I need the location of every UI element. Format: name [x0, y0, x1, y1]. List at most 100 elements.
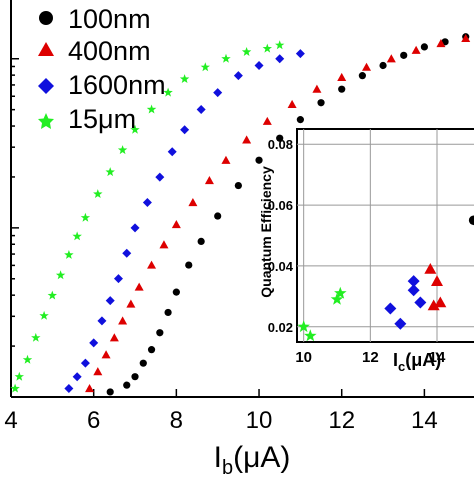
main-point — [255, 156, 263, 164]
main-point — [72, 372, 82, 382]
main-point — [93, 367, 103, 376]
main-point — [275, 40, 285, 50]
inset-point — [431, 275, 443, 286]
main-x-tick-label: 4 — [4, 407, 17, 434]
inset-point — [330, 292, 344, 305]
main-point — [106, 388, 114, 396]
main-point — [234, 181, 242, 190]
main-point — [80, 358, 90, 368]
inset-point — [414, 296, 427, 309]
inset-point — [424, 262, 437, 274]
main-point — [109, 333, 119, 342]
main-x-ticks: 4 6 8 10 12 14 — [4, 389, 438, 434]
main-point — [147, 346, 156, 354]
main-point — [188, 198, 198, 207]
main-point — [167, 147, 177, 157]
legend-marker-100nm — [39, 11, 53, 25]
main-x-axis-label: Ib(μA) — [214, 441, 291, 474]
main-x-tick-label: 8 — [170, 407, 183, 434]
inset-point — [434, 296, 447, 308]
main-point — [85, 384, 95, 393]
inset-data-points — [297, 215, 474, 342]
main-data-points — [10, 33, 471, 396]
main-point — [164, 308, 172, 317]
main-point — [287, 99, 297, 109]
main-point — [130, 124, 140, 134]
main-x-tick-label: 6 — [87, 407, 100, 434]
main-point — [55, 270, 66, 280]
main-point — [14, 371, 24, 381]
main-point — [64, 384, 74, 394]
main-point — [118, 316, 128, 325]
inset-point — [407, 284, 420, 297]
main-point — [196, 104, 206, 114]
inset-x-tick-label: 12 — [362, 349, 379, 366]
main-point — [171, 219, 181, 229]
main-point — [72, 231, 82, 241]
main-point — [276, 134, 284, 142]
main-point — [131, 373, 139, 381]
main-point — [123, 381, 131, 389]
main-point — [200, 62, 210, 72]
legend-label-15um: 15μm — [68, 104, 136, 134]
main-point — [64, 250, 74, 259]
main-point — [105, 167, 115, 177]
main-point — [317, 99, 325, 107]
main-x-tick-label: 14 — [411, 407, 438, 434]
legend-marker-400nm — [38, 42, 54, 56]
main-point — [134, 282, 144, 291]
main-point — [185, 261, 193, 269]
inset-point — [394, 317, 407, 330]
main-point — [411, 45, 421, 54]
main-point — [97, 316, 107, 326]
main-point — [139, 359, 147, 367]
main-point — [105, 296, 115, 306]
main-point — [47, 290, 57, 300]
inset-y-tick-label: 0.08 — [268, 137, 293, 152]
main-point — [197, 237, 205, 245]
inset-y-tick-label: 0.02 — [268, 320, 293, 335]
main-point — [204, 176, 214, 185]
legend-label-100nm: 100nm — [68, 4, 151, 34]
main-point — [362, 62, 372, 71]
main-x-tick-label: 12 — [328, 407, 355, 434]
main-point — [214, 212, 222, 220]
inset-point — [427, 299, 440, 311]
main-point — [155, 172, 165, 182]
main-point — [142, 198, 152, 207]
inset-x-tick-label: 10 — [295, 349, 312, 366]
inset-grid — [297, 129, 474, 342]
main-point — [241, 47, 252, 56]
inset-point — [407, 275, 420, 288]
main-point — [221, 53, 231, 63]
inset-y-ticks: 0.02 0.04 0.06 0.08 — [268, 137, 294, 335]
main-point — [113, 274, 123, 284]
main-point — [420, 43, 428, 51]
legend-marker-1600nm — [38, 78, 54, 94]
inset-point — [384, 302, 397, 315]
main-point — [101, 350, 111, 359]
main-point — [156, 329, 164, 337]
main-point — [80, 212, 91, 222]
main-point — [93, 189, 103, 198]
main-point — [233, 71, 243, 81]
main-point — [180, 125, 190, 135]
main-point — [130, 223, 140, 233]
inset-x-tick-label: 14 — [429, 349, 446, 366]
main-point — [221, 155, 231, 164]
main-point — [89, 338, 99, 348]
main-x-tick-label: 10 — [246, 407, 273, 434]
inset-y-tick-label: 0.04 — [268, 259, 294, 274]
inset-point — [334, 286, 347, 299]
inset-chart: 0.02 0.04 0.06 0.08 10 12 14 Quantum Efficien… — [258, 128, 474, 374]
main-point — [31, 332, 41, 342]
main-point — [10, 383, 20, 393]
main-point — [436, 39, 446, 48]
inset-x-axis-label: Ic(μA) — [393, 350, 441, 374]
main-point — [296, 116, 304, 124]
main-point — [338, 85, 346, 93]
main-point — [146, 104, 157, 114]
main-point — [262, 43, 272, 53]
